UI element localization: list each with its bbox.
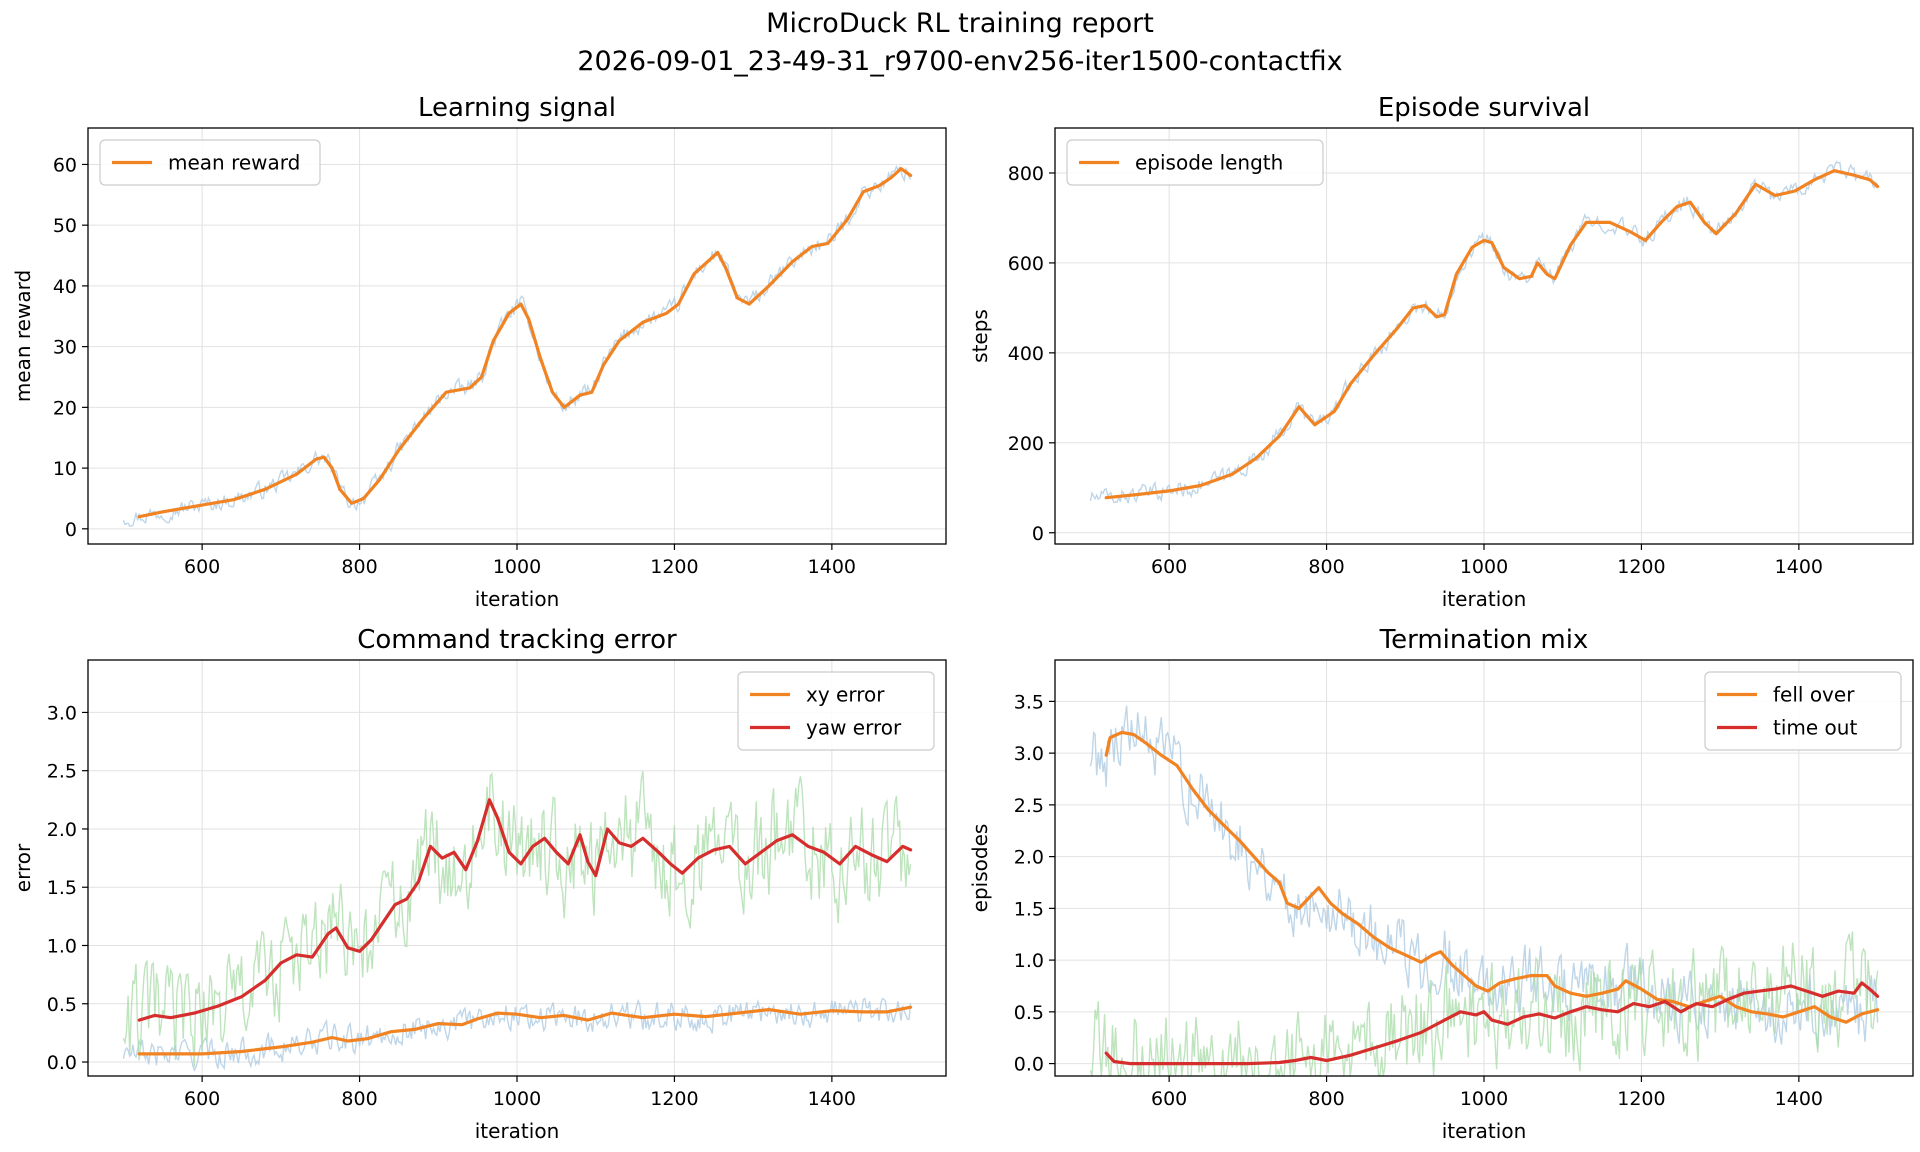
y-tick-label: 60 bbox=[53, 154, 77, 176]
y-tick-label: 0 bbox=[65, 519, 77, 541]
x-tick-label: 1200 bbox=[1617, 556, 1665, 578]
legend-label: episode length bbox=[1135, 151, 1283, 175]
x-tick-label: 800 bbox=[1308, 556, 1344, 578]
x-axis-label: iteration bbox=[475, 1119, 560, 1143]
x-tick-label: 1000 bbox=[1460, 556, 1508, 578]
x-tick-label: 1400 bbox=[808, 1088, 856, 1110]
legend: mean reward bbox=[99, 139, 321, 186]
x-tick-label: 1000 bbox=[1460, 1088, 1508, 1110]
legend: fell over time out bbox=[1704, 671, 1902, 751]
x-tick-label: 1400 bbox=[1775, 1088, 1823, 1110]
y-tick-label: 0.5 bbox=[1014, 1002, 1044, 1024]
legend-box bbox=[737, 671, 935, 751]
y-tick-label: 0.0 bbox=[1014, 1054, 1044, 1076]
y-axis-label: episodes bbox=[968, 824, 992, 913]
y-tick-label: 50 bbox=[53, 215, 77, 237]
episode-length-series-line bbox=[1104, 169, 1880, 500]
y-tick-label: 200 bbox=[1008, 433, 1044, 455]
y-tick-label: 3.0 bbox=[47, 702, 77, 724]
x-tick-label: 800 bbox=[341, 556, 377, 578]
x-tick-label: 1000 bbox=[493, 556, 541, 578]
y-tick-label: 600 bbox=[1008, 253, 1044, 275]
x-tick-label: 1200 bbox=[1617, 1088, 1665, 1110]
legend: xy error yaw error bbox=[737, 671, 935, 751]
panel-title: Termination mix bbox=[1379, 625, 1589, 655]
y-tick-label: 1.5 bbox=[1014, 898, 1044, 920]
x-tick-label: 600 bbox=[1151, 1088, 1187, 1110]
x-tick-label: 1400 bbox=[1775, 556, 1823, 578]
y-tick-label: 0.0 bbox=[47, 1052, 77, 1074]
x-tick-label: 1200 bbox=[650, 1088, 698, 1110]
x-tick-label: 1200 bbox=[650, 556, 698, 578]
y-tick-label: 30 bbox=[53, 337, 77, 359]
legend-label: fell over bbox=[1773, 683, 1855, 707]
x-tick-label: 1000 bbox=[493, 1088, 541, 1110]
y-tick-label: 2.0 bbox=[1014, 847, 1044, 869]
panel-title: Command tracking error bbox=[357, 625, 677, 655]
x-axis-label: iteration bbox=[475, 587, 560, 611]
x-tick-label: 600 bbox=[184, 556, 220, 578]
figure-title-line2: 2026-09-01_23-49-31_r9700-env256-iter150… bbox=[577, 46, 1342, 77]
legend-box bbox=[99, 139, 321, 186]
yaw-error-series-line bbox=[137, 798, 913, 1022]
y-tick-label: 1.5 bbox=[47, 877, 77, 899]
y-tick-label: 400 bbox=[1008, 343, 1044, 365]
y-tick-label: 0 bbox=[1032, 523, 1044, 545]
legend-label: mean reward bbox=[168, 151, 300, 175]
figure-title-line1: MicroDuck RL training report bbox=[766, 8, 1154, 39]
plot-area bbox=[1089, 160, 1880, 504]
y-tick-label: 3.5 bbox=[1014, 691, 1044, 713]
x-axis-label: iteration bbox=[1442, 587, 1527, 611]
legend-label: xy error bbox=[806, 683, 885, 707]
plot-area bbox=[122, 771, 913, 1072]
legend-box bbox=[1704, 671, 1902, 751]
y-tick-label: 10 bbox=[53, 458, 77, 480]
time-out-series-line bbox=[1104, 981, 1880, 1066]
raw-trace-yaw-error bbox=[122, 771, 912, 1067]
x-tick-label: 600 bbox=[1151, 556, 1187, 578]
panel-title: Episode survival bbox=[1378, 93, 1590, 123]
y-tick-label: 800 bbox=[1008, 163, 1044, 185]
y-axis-label: mean reward bbox=[11, 270, 35, 402]
legend: episode length bbox=[1066, 139, 1324, 186]
legend-box bbox=[1066, 139, 1324, 186]
learning-signal-panel: 600 800 1000 1200 1400 0 10 20 30 40 50 60 Learning … bbox=[11, 93, 947, 611]
episode-survival-panel: 600 800 1000 1200 1400 0 200 400 600 800 Episode s… bbox=[968, 93, 1914, 611]
y-tick-label: 0.5 bbox=[47, 994, 77, 1016]
y-axis-label: error bbox=[11, 843, 35, 892]
x-tick-label: 1400 bbox=[808, 556, 856, 578]
raw-trace-episode-length bbox=[1089, 160, 1879, 504]
legend-label: time out bbox=[1773, 716, 1857, 740]
mean-reward-series-line bbox=[137, 167, 913, 519]
panel-title: Learning signal bbox=[418, 93, 616, 123]
y-tick-label: 2.5 bbox=[1014, 795, 1044, 817]
y-tick-label: 2.0 bbox=[47, 819, 77, 841]
xy-error-series-line bbox=[137, 1005, 913, 1056]
x-tick-label: 800 bbox=[341, 1088, 377, 1110]
y-tick-label: 1.0 bbox=[47, 935, 77, 957]
y-tick-label: 40 bbox=[53, 276, 77, 298]
y-tick-label: 3.0 bbox=[1014, 743, 1044, 765]
y-tick-label: 2.5 bbox=[47, 761, 77, 783]
fell-over-series-line bbox=[1104, 730, 1880, 1024]
plot-area bbox=[122, 165, 913, 528]
y-axis-label: steps bbox=[968, 309, 992, 363]
plot-area bbox=[1089, 705, 1880, 1076]
x-axis-label: iteration bbox=[1442, 1119, 1527, 1143]
y-tick-label: 1.0 bbox=[1014, 950, 1044, 972]
command-tracking-error-panel: 600 800 1000 1200 1400 0.0 0.5 1.0 1.5 2.0 2.5 3.0 C… bbox=[11, 625, 947, 1143]
x-tick-label: 600 bbox=[184, 1088, 220, 1110]
legend-label: yaw error bbox=[806, 716, 902, 740]
y-tick-label: 20 bbox=[53, 397, 77, 419]
x-tick-label: 800 bbox=[1308, 1088, 1344, 1110]
termination-mix-panel: 600 800 1000 1200 1400 0.0 0.5 1.0 1.5 2.0 2.5 3.0 3… bbox=[968, 625, 1914, 1143]
